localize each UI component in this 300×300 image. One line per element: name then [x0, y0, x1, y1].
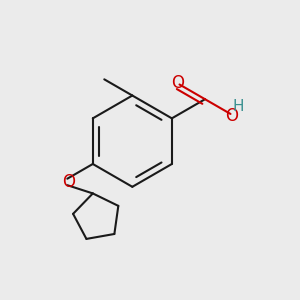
Text: H: H — [232, 99, 244, 114]
Text: O: O — [62, 173, 75, 191]
Text: O: O — [226, 107, 238, 125]
Text: O: O — [171, 74, 184, 92]
